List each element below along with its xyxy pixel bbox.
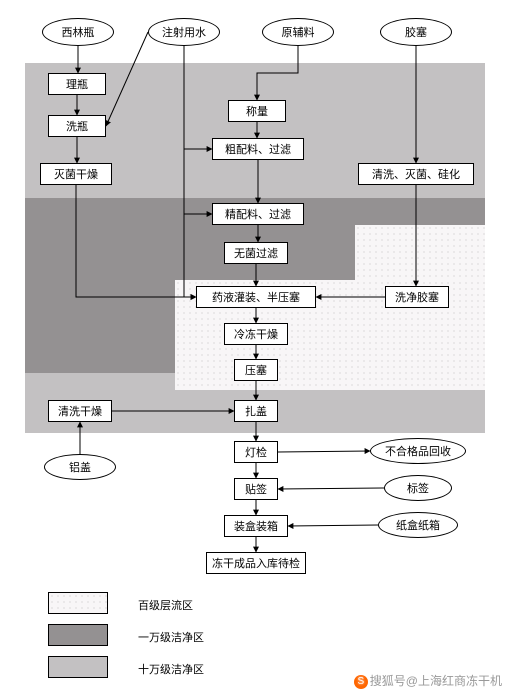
- node-n-mjgz: 灭菌干燥: [40, 163, 112, 185]
- node-n-zg: 扎盖: [234, 400, 278, 422]
- node-n-zhzx: 装盒装箱: [224, 515, 288, 537]
- node-n-jpl: 精配料、过滤: [212, 203, 304, 225]
- node-n-xjjs: 洗净胶塞: [385, 286, 449, 308]
- legend-swatch: [48, 592, 108, 614]
- node-n-dj: 灯检: [234, 441, 278, 463]
- node-n-yygz: 药液灌装、半压塞: [196, 286, 316, 308]
- node-n-bhghs: 不合格品回收: [370, 438, 466, 464]
- node-n-ys: 压塞: [234, 359, 278, 381]
- node-n-tq: 贴签: [234, 478, 278, 500]
- node-n-zsys: 注射用水: [148, 18, 220, 46]
- node-n-cpl: 粗配料、过滤: [212, 138, 304, 160]
- watermark: S搜狐号@上海红商冻干机: [354, 672, 502, 689]
- node-n-xlp: 西林瓶: [42, 18, 114, 46]
- node-n-zhzhx: 纸盒纸箱: [378, 512, 458, 538]
- legend-swatch: [48, 624, 108, 646]
- node-n-cl: 称量: [228, 100, 286, 122]
- node-n-bq: 标签: [384, 475, 452, 501]
- node-n-xp: 洗瓶: [48, 115, 106, 137]
- legend-label: 一万级洁净区: [138, 629, 204, 645]
- sohu-icon: S: [354, 675, 368, 689]
- node-n-yfl: 原辅料: [262, 18, 334, 46]
- legend-label: 十万级洁净区: [138, 661, 204, 677]
- node-n-js: 胶塞: [380, 18, 452, 46]
- node-n-wjgl: 无菌过滤: [224, 242, 288, 264]
- legend-label: 百级层流区: [138, 597, 193, 613]
- node-n-qxgz: 清洗干燥: [48, 400, 112, 422]
- node-n-dgcp: 冻干成品入库待检: [206, 552, 306, 574]
- node-n-qxmjsh: 清洗、灭菌、硅化: [358, 163, 474, 185]
- node-n-lg: 铝盖: [44, 454, 116, 480]
- legend-swatch: [48, 656, 108, 678]
- node-n-ldgz: 冷冻干燥: [224, 323, 288, 345]
- node-n-lp: 理瓶: [48, 73, 106, 95]
